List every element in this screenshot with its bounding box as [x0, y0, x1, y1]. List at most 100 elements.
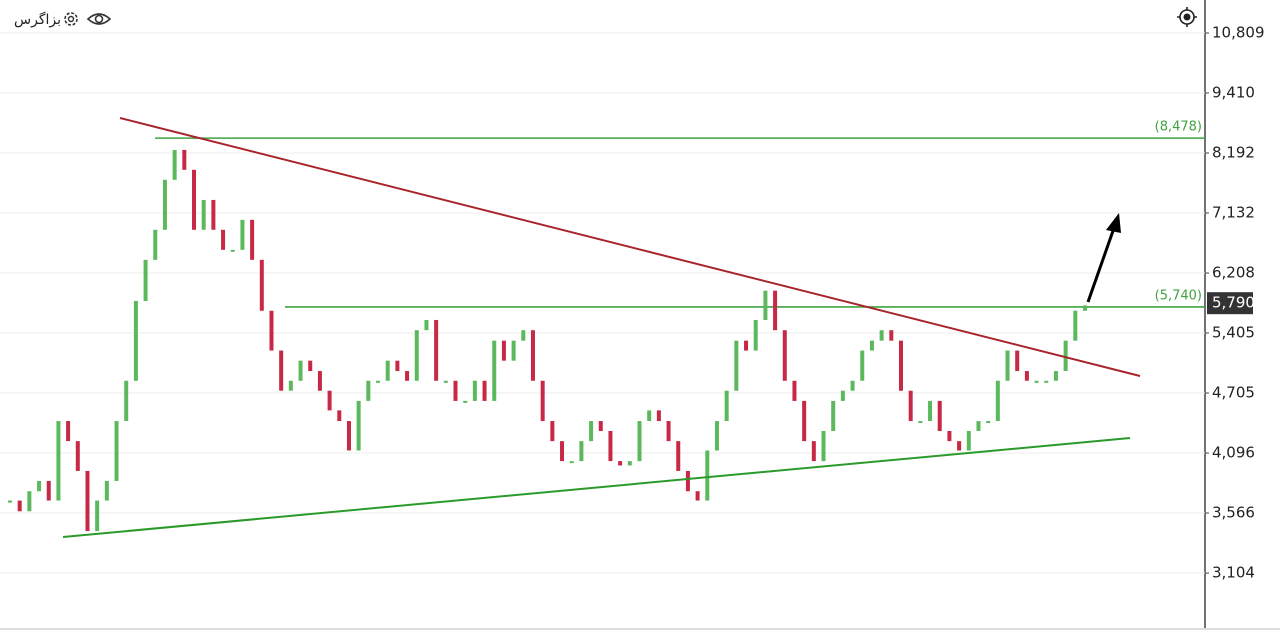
- candle: [550, 421, 555, 442]
- candle: [995, 380, 1000, 422]
- candle: [511, 340, 516, 361]
- candle: [608, 430, 613, 462]
- support-trendline: [62, 437, 1131, 538]
- candle: [104, 480, 109, 501]
- candle: [908, 390, 913, 422]
- candle: [240, 219, 245, 250]
- candle: [211, 199, 216, 230]
- candle: [327, 390, 332, 411]
- candle: [966, 430, 971, 451]
- candle: [879, 330, 884, 341]
- candle: [405, 371, 410, 381]
- candle: [143, 259, 148, 301]
- candle: [560, 441, 565, 462]
- y-tick-label: 9,410: [1212, 83, 1255, 101]
- candle: [308, 360, 313, 372]
- candle: [298, 360, 303, 381]
- last-price-box: [1207, 292, 1253, 315]
- candle: [230, 249, 235, 252]
- candle: [385, 360, 390, 381]
- y-tick-label: 10,809: [1212, 23, 1265, 41]
- candle: [656, 410, 661, 422]
- candle: [695, 491, 700, 501]
- candle: [840, 390, 845, 401]
- candle: [75, 441, 80, 471]
- visibility-icon[interactable]: [86, 13, 112, 25]
- y-tick-label: 7,132: [1212, 203, 1255, 221]
- candle: [976, 421, 981, 431]
- candle: [424, 319, 429, 331]
- candle: [1063, 340, 1068, 372]
- y-tick-label: 4,705: [1212, 384, 1255, 402]
- candle: [724, 390, 729, 422]
- y-tick-label: 3,104: [1212, 564, 1255, 582]
- candle: [46, 480, 51, 501]
- y-tick-label: 4,096: [1212, 444, 1255, 462]
- candle: [201, 199, 206, 230]
- locate-icon[interactable]: [1177, 7, 1197, 27]
- candle: [928, 400, 933, 422]
- candle: [463, 400, 468, 403]
- candle: [1034, 380, 1039, 383]
- candle: [85, 470, 90, 532]
- settings-icon[interactable]: [64, 12, 78, 26]
- candle: [259, 259, 264, 311]
- candle: [753, 319, 758, 351]
- candle: [811, 441, 816, 462]
- candle: [414, 330, 419, 381]
- candle: [598, 421, 603, 431]
- candle: [569, 461, 574, 464]
- candle: [346, 421, 351, 451]
- candle: [172, 149, 177, 180]
- candle: [540, 380, 545, 422]
- candle: [288, 380, 293, 391]
- candle: [1044, 380, 1049, 383]
- candle: [802, 400, 807, 442]
- candle: [366, 380, 371, 401]
- candle: [114, 421, 119, 481]
- candle: [356, 400, 361, 451]
- y-tick-label: 3,566: [1212, 503, 1255, 521]
- candle: [279, 350, 284, 391]
- candle: [637, 421, 642, 462]
- candle: [889, 330, 894, 341]
- arrow: [1086, 213, 1121, 303]
- candle: [579, 441, 584, 462]
- candle: [182, 149, 187, 170]
- y-tick-label: 6,208: [1212, 264, 1255, 282]
- candle: [530, 330, 535, 381]
- candle: [56, 421, 61, 501]
- candle: [705, 450, 710, 501]
- candle: [337, 410, 342, 422]
- candle: [589, 421, 594, 442]
- candle: [947, 430, 952, 442]
- candle: [27, 491, 32, 512]
- candle: [647, 410, 652, 422]
- candle: [821, 430, 826, 462]
- symbol-name: بزاگرس: [14, 11, 61, 28]
- candle: [221, 229, 226, 250]
- candle: [957, 441, 962, 451]
- candle: [66, 421, 71, 442]
- candle: [192, 169, 197, 230]
- candle: [618, 461, 623, 466]
- candle: [492, 340, 497, 401]
- candle: [17, 500, 22, 512]
- candle: [676, 441, 681, 471]
- candle: [1024, 371, 1029, 381]
- candle: [744, 340, 749, 351]
- candle: [734, 340, 739, 391]
- candle: [714, 421, 719, 451]
- candle: [782, 330, 787, 381]
- candle: [627, 461, 632, 466]
- candle: [869, 340, 874, 351]
- candle: [395, 360, 400, 372]
- candle: [1053, 371, 1058, 381]
- candle: [937, 400, 942, 431]
- candle: [434, 319, 439, 381]
- level-label: (5,740): [1155, 288, 1202, 303]
- candle: [453, 380, 458, 401]
- candle: [850, 380, 855, 391]
- candle: [773, 290, 778, 331]
